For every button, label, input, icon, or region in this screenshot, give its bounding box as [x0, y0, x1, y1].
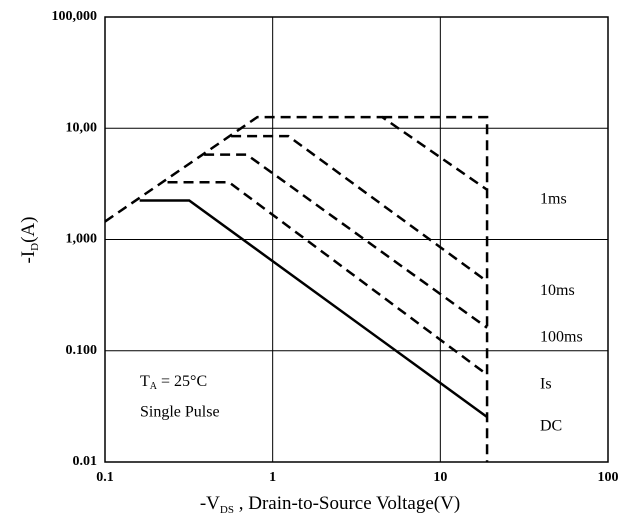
- y-tick-label: 10,00: [66, 120, 98, 135]
- label-bg: [518, 326, 580, 349]
- y-tick-label: 100,000: [52, 9, 98, 24]
- x-tick-label: 1: [269, 470, 276, 485]
- series-line: [167, 181, 488, 376]
- x-tick-label: 0.1: [96, 470, 114, 485]
- y-label-sub: D: [29, 243, 41, 251]
- x-label-sub: DS: [220, 504, 234, 516]
- annotation-rest: = 25°C: [157, 373, 207, 390]
- annotation-sub: A: [150, 381, 158, 392]
- series-line: [204, 153, 488, 329]
- series-line: [104, 115, 488, 223]
- annotation: TA = 25°C: [140, 373, 207, 393]
- annotation-line2: Single Pulse: [140, 404, 220, 421]
- series-label: DC: [540, 418, 562, 435]
- boundary-line: [382, 115, 489, 462]
- series-label: 100ms: [540, 328, 583, 345]
- series-label: 10ms: [540, 282, 575, 299]
- x-tick-label: 10: [433, 470, 447, 485]
- x-axis-label: -VDS , Drain-to-Source Voltage(V): [200, 493, 460, 515]
- series-label: 1ms: [540, 190, 567, 207]
- y-axis-label: -ID(A): [18, 217, 40, 264]
- annotation-t: T: [140, 373, 150, 390]
- y-tick-label: 0.100: [66, 343, 98, 358]
- y-tick-label: 0.01: [73, 454, 98, 469]
- label-bg: [518, 188, 580, 211]
- y-label-main: -I: [18, 251, 39, 264]
- y-tick-label: 1,000: [66, 232, 98, 247]
- label-bg: [518, 280, 580, 303]
- x-tick-label: 100: [598, 470, 619, 485]
- x-label-main: -V: [200, 493, 220, 514]
- y-label-rest: (A): [18, 217, 39, 243]
- label-bg: [518, 415, 580, 438]
- series-line: [231, 134, 488, 283]
- label-bg: [518, 373, 580, 396]
- series-line: [139, 199, 488, 418]
- series-label: Is: [540, 375, 552, 392]
- x-label-rest: , Drain-to-Source Voltage(V): [234, 493, 460, 514]
